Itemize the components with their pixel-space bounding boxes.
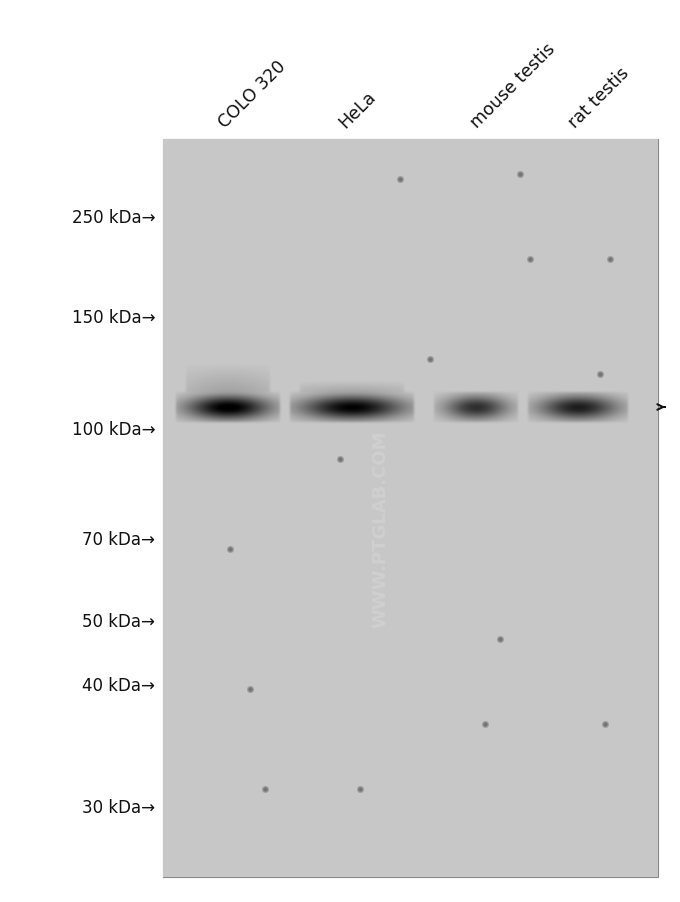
Bar	[163, 140, 658, 877]
Text: rat testis: rat testis	[565, 64, 633, 132]
Text: COLO 320: COLO 320	[216, 58, 290, 132]
Text: 70 kDa→: 70 kDa→	[82, 530, 155, 548]
Text: WWW.PTGLAB.COM: WWW.PTGLAB.COM	[371, 429, 390, 627]
Text: mouse testis: mouse testis	[467, 41, 559, 132]
Text: 30 kDa→: 30 kDa→	[82, 798, 155, 816]
Text: 150 kDa→: 150 kDa→	[71, 308, 155, 327]
Text: 250 kDa→: 250 kDa→	[71, 208, 155, 226]
Text: 40 kDa→: 40 kDa→	[82, 676, 155, 695]
Text: 100 kDa→: 100 kDa→	[71, 420, 155, 438]
Text: 50 kDa→: 50 kDa→	[82, 612, 155, 630]
Text: HeLa: HeLa	[335, 87, 379, 132]
